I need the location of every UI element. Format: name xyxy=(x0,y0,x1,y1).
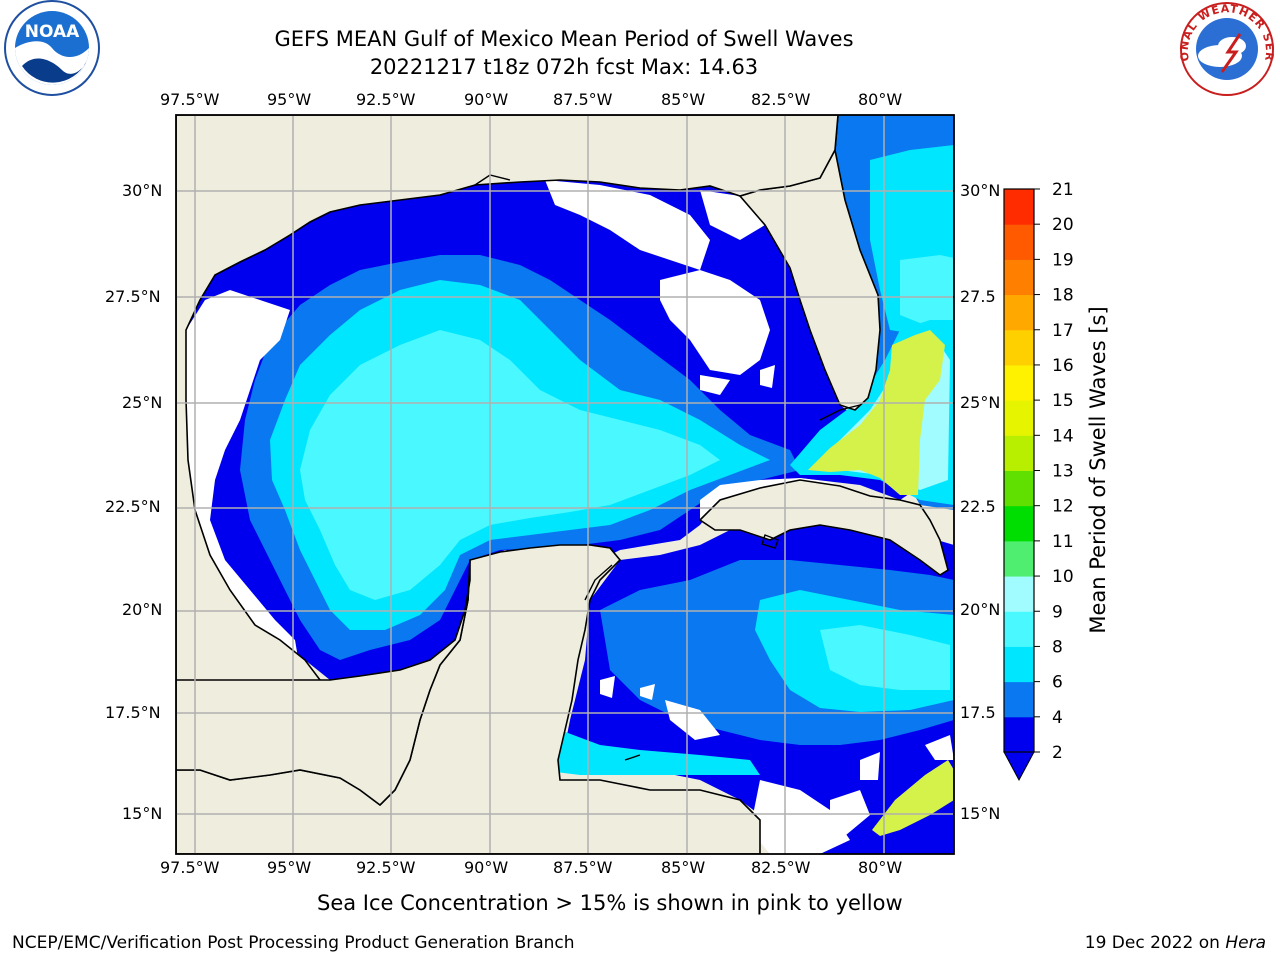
colorbar-swatch xyxy=(1004,189,1034,225)
colorbar-swatch xyxy=(1004,681,1034,718)
cuba-land xyxy=(698,479,949,576)
map-gridlines xyxy=(176,115,954,854)
colorbar-swatch xyxy=(1004,470,1034,507)
atlantic-band-core xyxy=(900,255,954,325)
colorbar-tick-label: 18 xyxy=(1052,286,1074,306)
lon-label-bottom: 92.5°W xyxy=(356,858,416,877)
lat-label-left: 22.5°N xyxy=(105,497,161,516)
lat-label-right: 20°N xyxy=(960,600,1001,619)
noaa-logo: NOAA xyxy=(4,0,100,96)
lat-label-right: 30°N xyxy=(960,181,1001,200)
svg-text:NATIONAL WEATHER SERVICE: NATIONAL WEATHER SERVICE xyxy=(0,0,1276,63)
lon-label-bottom: 97.5°W xyxy=(160,858,220,877)
lon-label-bottom: 80°W xyxy=(858,858,903,877)
lat-label-right: 15°N xyxy=(960,804,1001,823)
footer-date-text: 19 Dec 2022 on xyxy=(1084,933,1226,953)
colorbar-swatch xyxy=(1004,329,1034,366)
lon-label-top: 92.5°W xyxy=(356,90,416,109)
footer-host: Hera xyxy=(1225,933,1266,953)
lat-label-left: 25°N xyxy=(122,393,163,412)
colorbar-swatch xyxy=(1004,364,1034,401)
mexico-south-land xyxy=(176,559,471,807)
colorbar-tick-label: 9 xyxy=(1052,602,1063,622)
colorbar-swatch xyxy=(1004,540,1034,577)
lon-label-top: 80°W xyxy=(858,90,903,109)
lat-label-left: 17.5°N xyxy=(105,703,161,722)
gulf-band-core xyxy=(300,330,720,600)
nws-logo-text: NATIONAL WEATHER SERVICE xyxy=(0,0,1275,63)
colorbar-tick-label: 13 xyxy=(1052,462,1074,482)
lon-label-bottom: 85°W xyxy=(661,858,706,877)
lon-label-top: 95°W xyxy=(267,90,312,109)
lat-label-right: 27.5 xyxy=(960,287,996,306)
lon-label-bottom: 95°W xyxy=(267,858,312,877)
colorbar: 2 4 6 8 9 10 11 12 13 14 15 16 17 18 19 20 21 xyxy=(1003,180,1074,782)
colorbar-swatch xyxy=(1004,400,1034,436)
colorbar-tick-label: 11 xyxy=(1052,532,1074,552)
colorbar-tick-label: 2 xyxy=(1052,743,1063,763)
lon-label-top: 97.5°W xyxy=(160,90,220,109)
colorbar-swatch xyxy=(1004,646,1034,683)
colorbar-label: Mean Period of Swell Waves [s] xyxy=(1086,306,1110,634)
colorbar-tick-label: 6 xyxy=(1052,673,1063,693)
colorbar-swatch xyxy=(1004,224,1034,260)
colorbar-tick-label: 16 xyxy=(1052,356,1074,376)
colorbar-tick-label: 20 xyxy=(1052,215,1074,235)
colorbar-swatch xyxy=(1004,576,1034,612)
lon-label-bottom: 90°W xyxy=(464,858,509,877)
colorbar-tick-label: 17 xyxy=(1052,321,1074,341)
noaa-logo-text: NOAA xyxy=(25,22,80,42)
ice-note: Sea Ice Concentration > 15% is shown in … xyxy=(317,891,903,915)
lon-label-top: 85°W xyxy=(661,90,706,109)
colorbar-tick-label: 21 xyxy=(1052,180,1074,200)
map-area xyxy=(176,115,954,854)
colorbar-tick-label: 4 xyxy=(1052,708,1063,728)
mexico-us-land xyxy=(176,115,839,691)
lat-label-left: 20°N xyxy=(122,600,163,619)
footer-credit: NCEP/EMC/Verification Post Processing Pr… xyxy=(12,933,575,953)
caribbean-band-core xyxy=(820,625,950,690)
footer-date: 19 Dec 2022 on Hera xyxy=(1085,933,1266,953)
lat-label-right: 25°N xyxy=(960,393,1001,412)
bahamas-band-yellow xyxy=(808,330,945,495)
chart-subtitle: 20221217 t18z 072h fcst Max: 14.63 xyxy=(369,55,759,79)
colorbar-swatch xyxy=(1004,435,1034,471)
colorbar-swatch xyxy=(1004,294,1034,331)
colorbar-swatch xyxy=(1004,611,1034,647)
colorbar-tick-label: 19 xyxy=(1052,250,1074,270)
lon-label-top: 82.5°W xyxy=(751,90,811,109)
map-frame xyxy=(175,114,955,855)
caribbean-east-yellow xyxy=(872,760,954,836)
colorbar-swatch xyxy=(1004,259,1034,296)
colorbar-swatch xyxy=(1004,716,1034,753)
lon-label-top: 87.5°W xyxy=(553,90,613,109)
nws-logo: NATIONAL WEATHER SERVICE xyxy=(0,0,1276,96)
lon-label-bottom: 82.5°W xyxy=(751,858,811,877)
lon-label-top: 90°W xyxy=(464,90,509,109)
colorbar-tick-label: 12 xyxy=(1052,497,1074,517)
lat-label-right: 22.5 xyxy=(960,497,996,516)
colorbar-tick-label: 8 xyxy=(1052,637,1063,657)
lon-label-bottom: 87.5°W xyxy=(553,858,613,877)
colorbar-tick-label: 15 xyxy=(1052,391,1074,411)
colorbar-tick-label: 14 xyxy=(1052,426,1074,446)
colorbar-swatch xyxy=(1004,505,1034,542)
lat-label-left: 30°N xyxy=(122,181,163,200)
colorbar-extend-triangle xyxy=(1003,751,1035,782)
chart-title: GEFS MEAN Gulf of Mexico Mean Period of … xyxy=(274,27,854,51)
lat-label-right: 17.5 xyxy=(960,703,996,722)
lat-label-left: 27.5°N xyxy=(105,287,161,306)
caribbean-south-strip xyxy=(556,730,760,775)
colorbar-tick-label: 10 xyxy=(1052,567,1074,587)
lat-label-left: 15°N xyxy=(122,804,163,823)
